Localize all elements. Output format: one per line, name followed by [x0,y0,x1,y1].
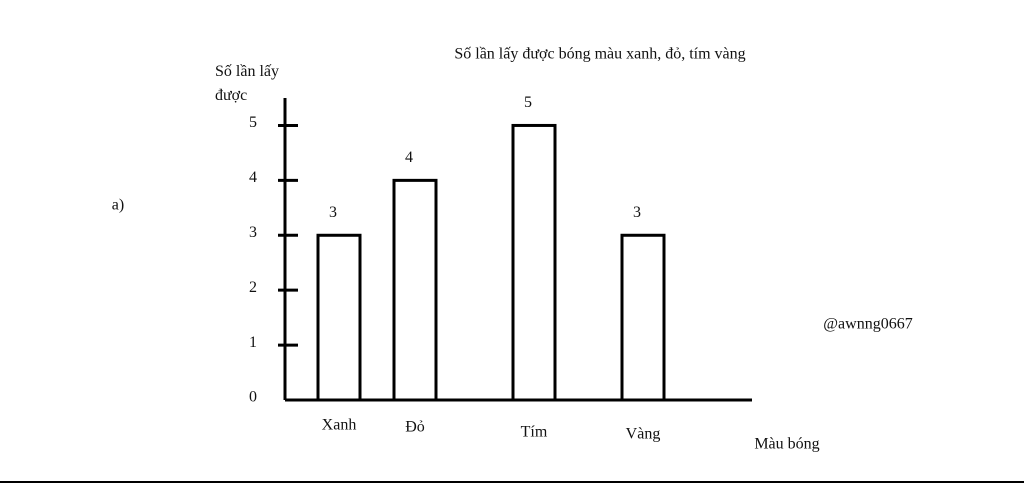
y-tick-label: 2 [249,279,257,296]
x-axis-label: Màu bóng [754,436,819,453]
value-label: 3 [329,204,337,221]
x-tick-label: Xanh [322,417,357,434]
y-tick-label: 5 [249,114,257,131]
y-tick-label: 0 [249,389,257,406]
watermark: @awnng0667 [823,316,912,333]
x-tick-label: Vàng [626,426,661,443]
value-label: 5 [524,94,532,111]
bar [511,123,557,402]
figure-label: a) [112,197,124,214]
value-label: 3 [633,204,641,221]
x-tick-label: Đỏ [405,419,425,436]
y-tick-label: 4 [249,169,257,186]
chart-title: Số lần lấy được bóng màu xanh, đỏ, tím v… [454,46,745,63]
bar [620,233,666,402]
y-tick-label: 3 [249,224,257,241]
bar [392,178,438,402]
bar [316,233,362,402]
y-tick-label: 1 [249,334,257,351]
x-tick-label: Tím [521,424,548,441]
y-axis-label: Số lần lấy được [215,63,279,104]
value-label: 4 [405,149,413,166]
